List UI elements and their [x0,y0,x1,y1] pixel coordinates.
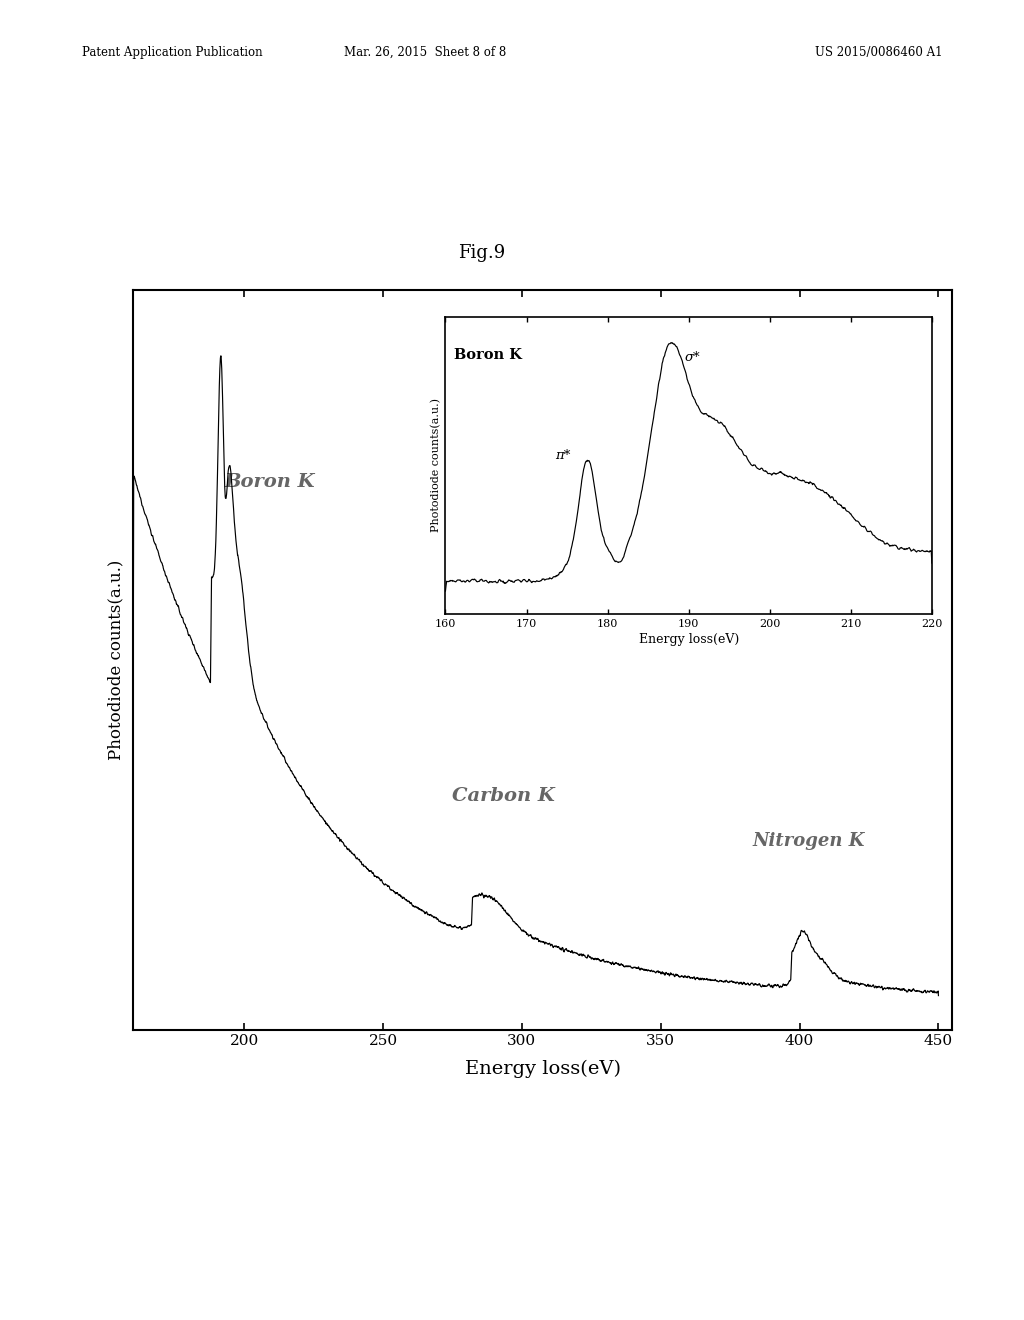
Text: Boron K: Boron K [454,347,521,362]
Text: Mar. 26, 2015  Sheet 8 of 8: Mar. 26, 2015 Sheet 8 of 8 [344,46,506,59]
Text: Carbon K: Carbon K [453,787,555,805]
Text: π*: π* [555,449,570,462]
Text: Boron K: Boron K [224,473,315,491]
X-axis label: Energy loss(eV): Energy loss(eV) [639,632,738,645]
Text: Nitrogen K: Nitrogen K [753,833,864,850]
Text: σ*: σ* [685,351,700,364]
Text: US 2015/0086460 A1: US 2015/0086460 A1 [814,46,942,59]
Y-axis label: Photodiode counts(a.u.): Photodiode counts(a.u.) [108,560,125,760]
Y-axis label: Photodiode counts(a.u.): Photodiode counts(a.u.) [431,399,441,532]
Text: Patent Application Publication: Patent Application Publication [82,46,262,59]
X-axis label: Energy loss(eV): Energy loss(eV) [465,1060,621,1078]
Text: Fig.9: Fig.9 [458,244,505,263]
